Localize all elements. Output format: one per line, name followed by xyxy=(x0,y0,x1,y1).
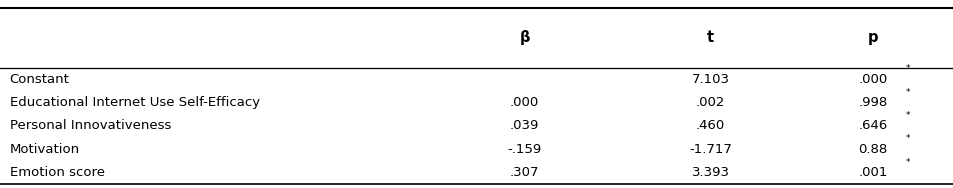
Text: p: p xyxy=(866,30,878,45)
Text: t: t xyxy=(706,30,714,45)
Text: β: β xyxy=(518,30,530,45)
Text: .646: .646 xyxy=(858,119,886,133)
Text: *: * xyxy=(904,64,909,74)
Text: .307: .307 xyxy=(510,166,538,179)
Text: *: * xyxy=(904,111,909,120)
Text: .000: .000 xyxy=(510,96,538,109)
Text: .000: .000 xyxy=(858,73,886,86)
Text: Emotion score: Emotion score xyxy=(10,166,105,179)
Text: 0.88: 0.88 xyxy=(858,143,886,156)
Text: .039: .039 xyxy=(510,119,538,133)
Text: *: * xyxy=(904,88,909,97)
Text: Constant: Constant xyxy=(10,73,70,86)
Text: .001: .001 xyxy=(858,166,886,179)
Text: *: * xyxy=(904,134,909,143)
Text: .460: .460 xyxy=(696,119,724,133)
Text: Personal Innovativeness: Personal Innovativeness xyxy=(10,119,171,133)
Text: -1.717: -1.717 xyxy=(689,143,731,156)
Text: .998: .998 xyxy=(858,96,886,109)
Text: 7.103: 7.103 xyxy=(691,73,729,86)
Text: 3.393: 3.393 xyxy=(691,166,729,179)
Text: Motivation: Motivation xyxy=(10,143,80,156)
Text: -.159: -.159 xyxy=(507,143,541,156)
Text: *: * xyxy=(904,158,909,167)
Text: .002: .002 xyxy=(696,96,724,109)
Text: Educational Internet Use Self-Efficacy: Educational Internet Use Self-Efficacy xyxy=(10,96,259,109)
